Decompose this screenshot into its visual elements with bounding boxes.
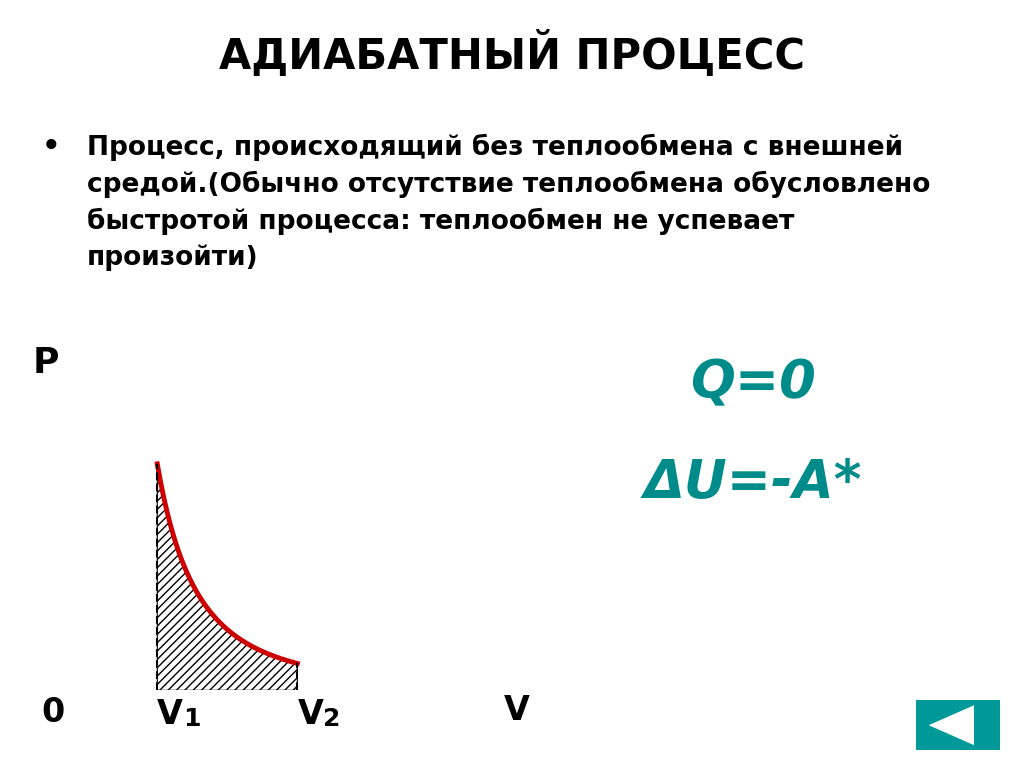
Text: 2: 2	[323, 707, 340, 731]
Text: V: V	[158, 698, 183, 731]
Text: АДИАБАТНЫЙ ПРОЦЕСС: АДИАБАТНЫЙ ПРОЦЕСС	[219, 31, 805, 77]
Polygon shape	[158, 464, 297, 690]
Text: 0: 0	[42, 696, 65, 729]
FancyBboxPatch shape	[916, 700, 1000, 750]
Text: •: •	[41, 130, 61, 164]
Text: V: V	[504, 694, 530, 727]
Text: Q=0: Q=0	[690, 357, 815, 410]
Text: P: P	[33, 346, 59, 380]
Text: Процесс, происходящий без теплообмена с внешней
средой.(Обычно отсутствие теплоо: Процесс, происходящий без теплообмена с …	[87, 134, 931, 271]
Polygon shape	[929, 706, 974, 746]
Text: V: V	[297, 698, 324, 731]
Text: ΔU=-A*: ΔU=-A*	[643, 457, 862, 509]
Text: 1: 1	[183, 707, 201, 731]
